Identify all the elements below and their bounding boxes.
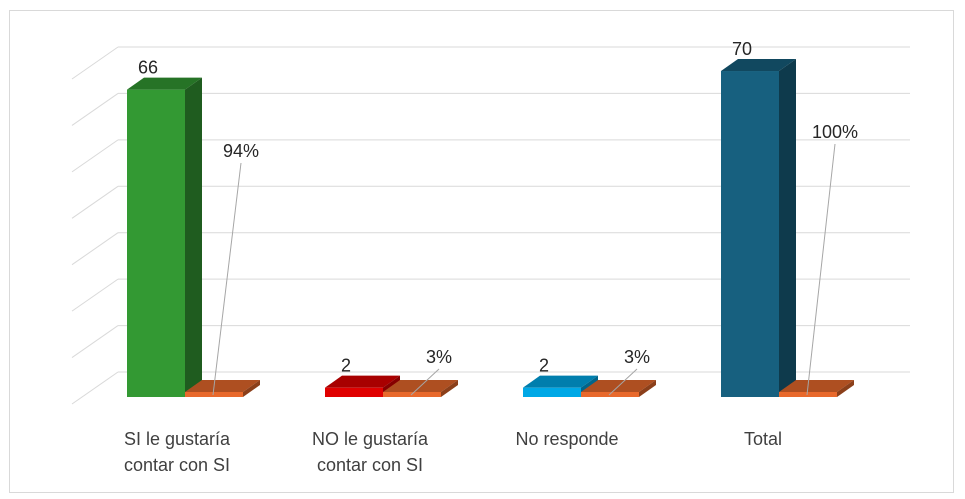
- gridline-side: [71, 93, 119, 126]
- bar-percent-0-side: [243, 380, 260, 397]
- bar-count-3-top: [721, 59, 796, 72]
- data-label-count: 2: [539, 356, 549, 376]
- bar-count-3-front: [721, 71, 779, 398]
- bar-count-2-top: [523, 375, 598, 388]
- x-tick-label-line: SI le gustaría: [124, 429, 231, 449]
- data-label-percent: 3%: [426, 347, 452, 367]
- gridline-side: [71, 278, 119, 312]
- bar-count-0-side: [185, 77, 202, 397]
- bar-percent-1-side: [441, 380, 458, 397]
- leader-line: [608, 368, 638, 396]
- bar-count-1-front: [325, 387, 383, 397]
- bar-percent-3-top: [779, 380, 854, 392]
- x-tick-label: No responde: [515, 429, 618, 449]
- bar-count-2-front: [523, 387, 581, 397]
- x-tick-label: Total: [744, 429, 782, 449]
- gridline-side: [71, 139, 119, 173]
- data-label-count: 70: [732, 39, 752, 59]
- bar-percent-3: [779, 380, 854, 397]
- bar-percent-0-front: [185, 392, 243, 397]
- data-label-percent: 94%: [223, 141, 259, 161]
- data-label-count: 66: [138, 58, 158, 78]
- bar-count-0-top: [127, 77, 202, 90]
- bars: [127, 59, 854, 398]
- bar-count-0: [127, 77, 202, 397]
- data-label-count: 2: [341, 356, 351, 376]
- bar-count-1-top: [325, 375, 400, 388]
- x-tick-label-line: contar con SI: [317, 455, 423, 475]
- leader-line: [212, 162, 242, 396]
- bar-count-0-front: [127, 89, 185, 397]
- data-labels: 66 94% 2 3% 2 3% 70 100%: [138, 39, 858, 396]
- gridline-side: [71, 325, 119, 358]
- leader-line: [410, 368, 440, 396]
- x-tick-label: SI le gustaría contar con SI: [124, 429, 231, 475]
- x-tick-label-line: NO le gustaría: [312, 429, 429, 449]
- bar-percent-0: [185, 380, 260, 397]
- bar-percent-2-side: [639, 380, 656, 397]
- x-tick-label: NO le gustaría contar con SI: [312, 429, 429, 475]
- gridline-side: [71, 185, 119, 219]
- bar-percent-3-front: [779, 392, 837, 397]
- x-tick-label-line: Total: [744, 429, 782, 449]
- bar-count-3: [721, 59, 796, 398]
- x-tick-label-line: No responde: [515, 429, 618, 449]
- gridline-side: [71, 232, 119, 266]
- bar-percent-3-side: [837, 380, 854, 397]
- x-tick-label-line: contar con SI: [124, 455, 230, 475]
- gridline-side: [71, 371, 119, 405]
- gridline-side: [71, 46, 119, 80]
- leader-line: [806, 143, 836, 396]
- bar-percent-0-top: [185, 380, 260, 392]
- data-label-percent: 100%: [812, 122, 858, 142]
- bar-count-3-side: [779, 59, 796, 398]
- data-label-percent: 3%: [624, 347, 650, 367]
